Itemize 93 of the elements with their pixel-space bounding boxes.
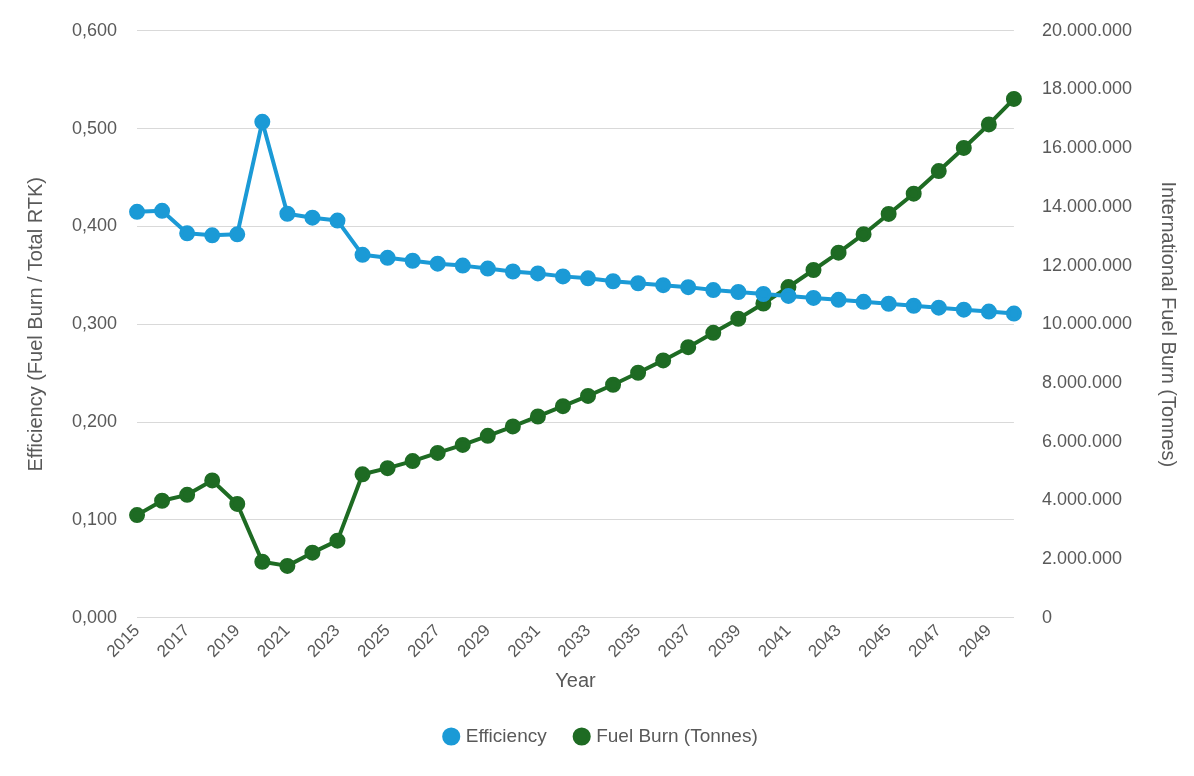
point <box>930 299 947 316</box>
point <box>429 255 446 272</box>
point <box>980 303 997 320</box>
point <box>154 492 171 509</box>
y-tick-label: 0,300 <box>72 313 118 334</box>
point <box>730 310 747 327</box>
point <box>830 291 847 308</box>
y2-tick-label: 12.000.000 <box>1041 254 1133 275</box>
point <box>204 227 221 244</box>
y-tick-label: 0,200 <box>72 411 118 432</box>
point <box>1005 90 1022 107</box>
point <box>404 453 421 470</box>
y-tick-label: 0,100 <box>72 508 118 529</box>
y2-tick-label: 2.000.000 <box>1041 548 1122 569</box>
point <box>805 262 822 279</box>
point <box>129 203 146 220</box>
point <box>580 387 597 404</box>
point <box>154 202 171 219</box>
point <box>855 293 872 310</box>
point <box>404 252 421 269</box>
point <box>304 209 321 226</box>
point <box>479 427 496 444</box>
point <box>354 246 371 263</box>
point <box>880 205 897 222</box>
point <box>605 376 622 393</box>
point <box>630 275 647 292</box>
point <box>229 226 246 243</box>
y2-tick-label: 8.000.000 <box>1041 371 1122 392</box>
point <box>279 557 296 574</box>
point <box>529 408 546 425</box>
point <box>354 466 371 483</box>
point <box>805 289 822 306</box>
point <box>880 295 897 312</box>
point <box>254 113 271 130</box>
point <box>905 185 922 202</box>
point <box>780 287 797 304</box>
x-axis-title: Year <box>555 668 597 691</box>
point <box>930 163 947 180</box>
point <box>129 507 146 524</box>
point <box>730 284 747 301</box>
y2-tick-label: 6.000.000 <box>1041 430 1122 451</box>
point <box>630 364 647 381</box>
point <box>529 265 546 282</box>
y-axis-title: Efficiency (Fuel Burn / Total RTK) <box>23 177 46 472</box>
y2-tick-label: 16.000.000 <box>1041 137 1133 158</box>
y2-tick-label: 18.000.000 <box>1041 78 1133 99</box>
point <box>705 282 722 299</box>
y-tick-label: 0,400 <box>72 215 118 236</box>
y2-tick-label: 10.000.000 <box>1041 313 1133 334</box>
point <box>454 436 471 453</box>
point <box>504 263 521 280</box>
point <box>204 472 221 489</box>
y-tick-label: 0,000 <box>72 606 118 627</box>
point <box>179 225 196 242</box>
point <box>580 270 597 287</box>
point <box>504 418 521 435</box>
y-tick-label: 0,500 <box>72 117 118 138</box>
point <box>379 460 396 477</box>
point <box>1005 305 1022 322</box>
point <box>655 277 672 294</box>
point <box>179 486 196 503</box>
y2-axis-title: International Fuel Burn (Tonnes) <box>1158 181 1181 468</box>
point <box>329 212 346 229</box>
point <box>680 339 697 356</box>
point <box>554 268 571 285</box>
point <box>379 249 396 266</box>
legend-label: Fuel Burn (Tonnes) <box>596 724 758 746</box>
point <box>705 324 722 341</box>
legend-label: Efficiency <box>465 724 548 746</box>
y2-tick-label: 20.000.000 <box>1041 19 1133 40</box>
point <box>329 532 346 549</box>
point <box>304 544 321 561</box>
point <box>980 116 997 133</box>
point <box>254 553 271 570</box>
point <box>479 260 496 277</box>
point <box>655 352 672 369</box>
point <box>955 139 972 156</box>
point <box>229 495 246 512</box>
point <box>755 285 772 302</box>
point <box>605 273 622 290</box>
y-tick-label: 0,600 <box>72 19 118 40</box>
y2-tick-label: 14.000.000 <box>1041 195 1133 216</box>
point <box>554 398 571 415</box>
point <box>429 444 446 461</box>
point <box>955 301 972 318</box>
y2-tick-label: 4.000.000 <box>1041 489 1122 510</box>
point <box>454 257 471 274</box>
point <box>905 297 922 314</box>
point <box>830 244 847 261</box>
point <box>279 205 296 222</box>
point <box>680 279 697 296</box>
y2-tick-label: 0 <box>1041 606 1052 627</box>
point <box>855 226 872 243</box>
